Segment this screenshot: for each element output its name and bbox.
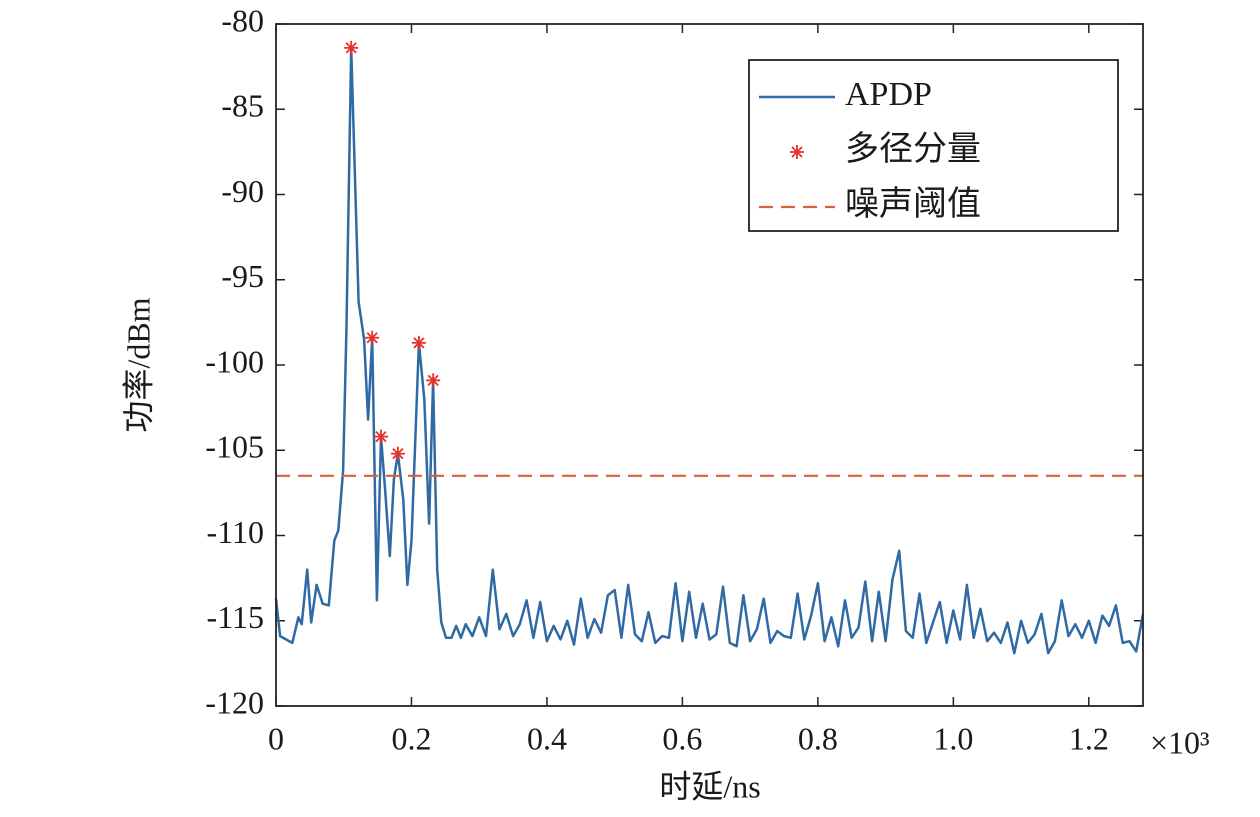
y-tick-label: -105 (205, 429, 264, 465)
multipath-marker (411, 335, 426, 350)
multipath-marker (373, 429, 388, 444)
y-tick-label: -120 (205, 684, 264, 720)
x-tick-label: 0.4 (527, 720, 567, 756)
x-tick-label: 0.2 (391, 720, 431, 756)
star-stroke (366, 332, 378, 344)
legend-label: APDP (845, 76, 932, 113)
x-tick-label: 1.2 (1069, 720, 1109, 756)
y-tick-label: -100 (205, 343, 264, 379)
star-stroke (345, 42, 357, 54)
legend-swatch (790, 145, 804, 159)
x-tick-label: 0.8 (798, 720, 838, 756)
star-stroke (392, 448, 404, 460)
y-axis-label: 功率/dBm (120, 297, 156, 432)
y-tick-label: -110 (207, 514, 264, 550)
multipath-marker (344, 40, 359, 55)
x-axis-label: 时延/ns (659, 768, 760, 804)
y-tick-label: -90 (221, 173, 264, 209)
multipath-marker (426, 373, 441, 388)
legend-label: 多径分量 (845, 130, 981, 168)
multipath-marker (390, 446, 405, 461)
star-stroke (791, 146, 803, 158)
y-tick-label: -85 (221, 88, 264, 124)
y-tick-label: -95 (221, 258, 264, 294)
star-stroke (427, 374, 439, 386)
legend-label: 噪声阈值 (845, 185, 981, 223)
multipath-marker (365, 330, 380, 345)
y-tick-label: -115 (207, 599, 264, 635)
x-tick-label: 0 (268, 720, 284, 756)
legend-box (748, 59, 1119, 232)
x-tick-label: 1.0 (933, 720, 973, 756)
star-stroke (413, 337, 425, 349)
plot-frame (275, 23, 1144, 707)
y-tick-label: -80 (221, 2, 264, 38)
star-stroke (375, 430, 387, 443)
x-multiplier: ×10³ (1150, 724, 1210, 760)
x-tick-label: 0.6 (662, 720, 702, 756)
